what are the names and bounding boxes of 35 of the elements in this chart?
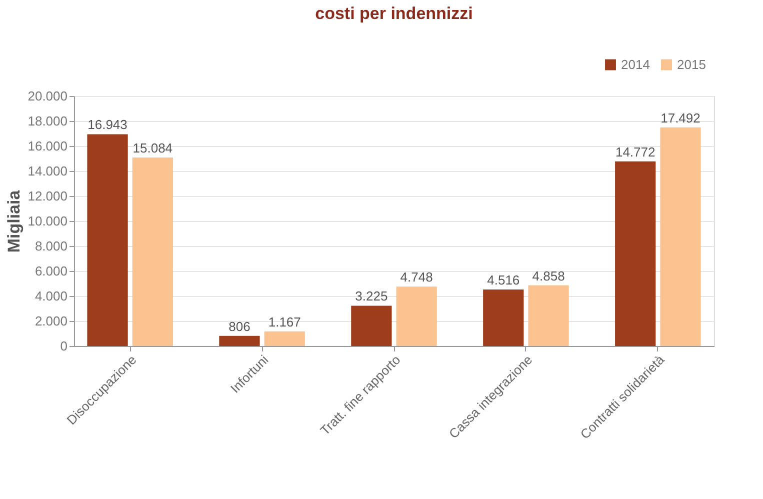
y-tick-label: 12.000 <box>28 188 68 204</box>
data-label: 1.167 <box>268 314 301 330</box>
y-tick-label: 0 <box>60 338 68 354</box>
data-label: 15.084 <box>132 140 173 156</box>
bar <box>351 306 392 346</box>
y-tick-label: 8.000 <box>34 238 68 254</box>
bar <box>615 161 656 346</box>
bar <box>132 157 173 346</box>
data-label: 806 <box>228 318 250 334</box>
bar <box>528 285 569 346</box>
data-label: 3.225 <box>355 288 388 304</box>
data-label: 4.516 <box>487 272 520 288</box>
y-tick-label: 10.000 <box>28 214 68 228</box>
bar <box>219 336 260 346</box>
legend-label: 2015 <box>677 56 706 72</box>
y-tick-label: 2.000 <box>34 314 68 328</box>
data-label: 17.492 <box>660 110 700 126</box>
legend-label: 2014 <box>621 56 650 72</box>
data-label: 4.748 <box>400 270 433 285</box>
y-tick-label: 16.000 <box>28 138 68 154</box>
y-tick-label: 6.000 <box>34 264 68 278</box>
y-axis-title: Migliaia <box>4 190 24 253</box>
data-label: 4.858 <box>532 268 565 284</box>
bar <box>396 286 437 346</box>
bar <box>660 127 701 346</box>
data-label: 14.772 <box>615 144 656 160</box>
bar <box>483 290 524 346</box>
y-tick-label: 4.000 <box>34 288 68 304</box>
data-label: 16.943 <box>88 117 128 132</box>
bar <box>264 331 305 346</box>
y-tick-label: 14.000 <box>28 164 68 178</box>
y-tick-label: 18.000 <box>28 114 68 128</box>
bar <box>87 134 128 346</box>
y-tick-label: 20.000 <box>28 88 68 104</box>
chart-title: costi per indennizzi <box>315 4 473 23</box>
